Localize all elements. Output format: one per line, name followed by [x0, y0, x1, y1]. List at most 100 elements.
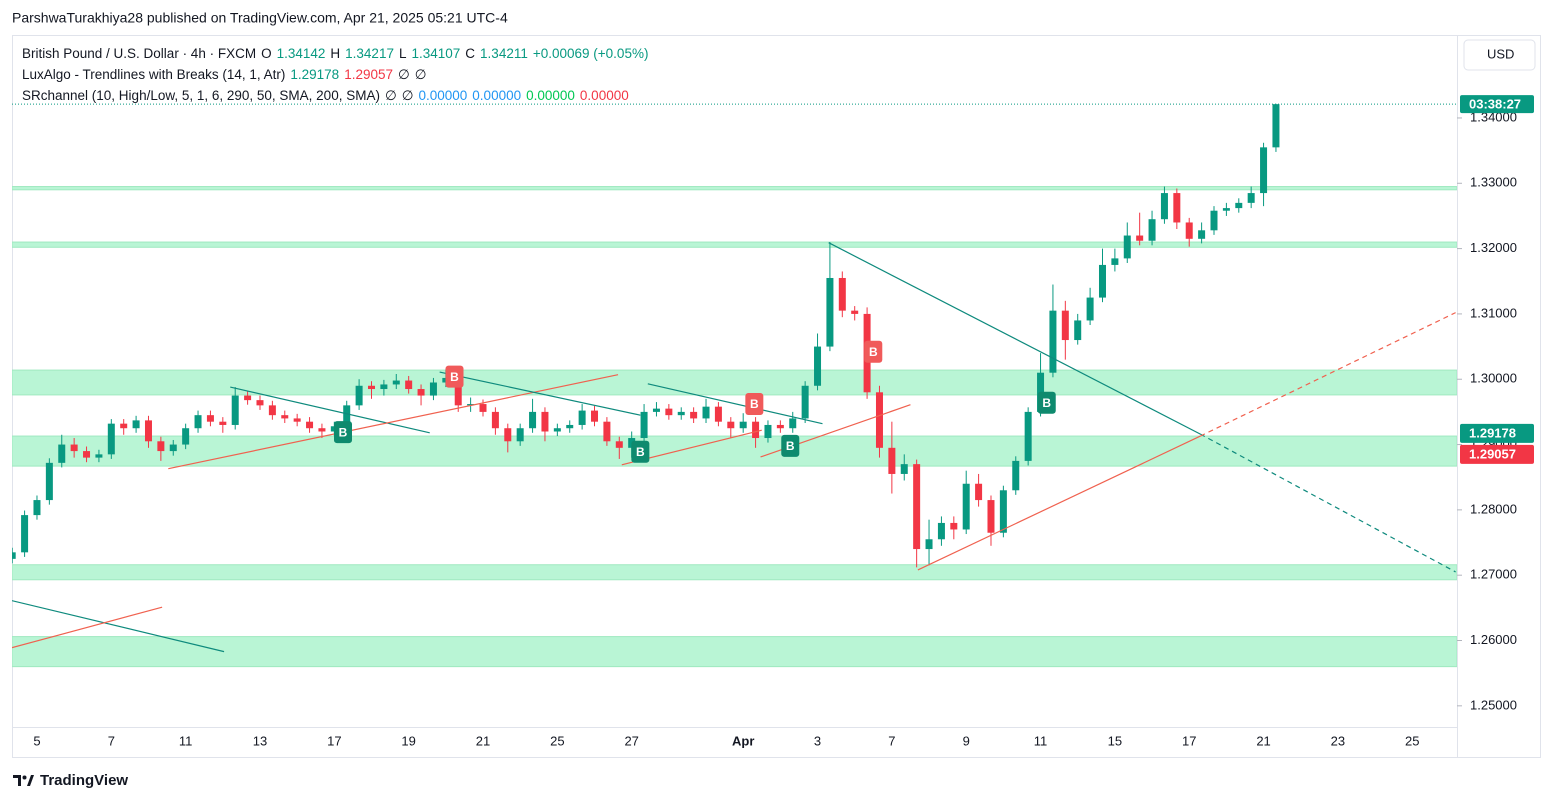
candle-body: [429, 382, 437, 396]
x-tick-label: 15: [1108, 733, 1122, 748]
currency-button[interactable]: [1463, 39, 1536, 71]
candle-body: [281, 415, 289, 419]
legend-item: 1.34211: [480, 46, 528, 61]
trendline: [230, 386, 430, 434]
candle-body: [1222, 208, 1230, 211]
legend-item: SRchannel (10, High/Low, 5, 1, 6, 290, 5…: [22, 88, 380, 103]
break-signal: [631, 440, 650, 463]
legend-row: British Pound / U.S. Dollar · 4h · FXCM O…: [22, 46, 648, 61]
candle-body: [268, 405, 276, 416]
legend-item: 1.29057: [344, 67, 393, 82]
break-signal: [334, 421, 353, 444]
candle-body: [714, 406, 722, 422]
candle-body: [157, 441, 165, 452]
candle-body: [467, 404, 475, 406]
legend-item: L: [399, 46, 407, 61]
publish-header: ParshwaTurakhiya28 published on TradingV…: [12, 10, 508, 26]
candle-body: [1247, 193, 1255, 203]
break-signal-label: B: [1042, 396, 1051, 410]
break-signal-label: B: [339, 425, 348, 439]
x-tick-label: 25: [1405, 733, 1419, 748]
candle-body: [169, 444, 177, 452]
candle-body: [182, 428, 190, 445]
legend-item: ∅: [415, 67, 427, 82]
x-tick-label: Apr: [732, 733, 754, 748]
candle-body: [12, 552, 16, 559]
candle-body: [690, 411, 698, 419]
candle-body: [1074, 320, 1082, 341]
candle-body: [677, 411, 685, 416]
trendline: [12, 600, 225, 653]
candle-body: [975, 483, 983, 501]
legend-item: ∅: [398, 67, 410, 82]
candle-body: [739, 421, 747, 429]
legend-item: 0.00000: [472, 88, 521, 103]
candle-body: [206, 415, 214, 422]
candle-body: [479, 404, 487, 412]
candle-body: [219, 421, 227, 425]
logo: [13, 775, 34, 786]
candle-body: [417, 389, 425, 396]
candle-body: [516, 428, 524, 442]
candle-body: [293, 418, 301, 422]
legend-item: 1.34142: [277, 46, 326, 61]
legend-item: ∅: [402, 88, 414, 103]
y-tick-label: 1.26000: [1470, 632, 1517, 647]
candle-body: [925, 539, 933, 550]
candle-body: [851, 310, 859, 314]
candle-body: [120, 423, 128, 429]
legend-item: +0.00069 (+0.05%): [533, 46, 649, 61]
candle-body: [702, 406, 710, 419]
break-signal: [781, 434, 800, 457]
candle-body: [591, 410, 599, 422]
candle-body: [1136, 235, 1144, 241]
break-signal-label: B: [750, 397, 759, 411]
price-tag-label: 1.29057: [1469, 446, 1516, 461]
candle-body: [900, 464, 908, 474]
candle-body: [1086, 297, 1094, 321]
candle-body: [789, 418, 797, 429]
candle-body: [244, 395, 252, 401]
trendline: [12, 606, 163, 649]
legend-item: 1.29178: [290, 67, 339, 82]
candle-body: [318, 428, 326, 432]
candle-body: [814, 346, 822, 386]
x-tick-label: 17: [1182, 733, 1196, 748]
x-tick-label: 11: [179, 733, 193, 748]
candle-body: [1024, 411, 1032, 461]
candle-body: [194, 415, 202, 429]
candle-body: [652, 408, 660, 412]
trendline: [647, 383, 823, 425]
candle-body: [578, 410, 586, 425]
candle-body: [801, 385, 809, 419]
y-tick-label: 1.33000: [1470, 175, 1517, 190]
countdown-label: 03:38:27: [1469, 97, 1521, 112]
candle-body: [392, 380, 400, 385]
trendline: [828, 242, 1201, 435]
legend-item: 0.00000: [418, 88, 467, 103]
candle-body: [776, 424, 784, 429]
candle-body: [454, 377, 462, 406]
candle-body: [999, 490, 1007, 533]
candle-body: [1173, 193, 1181, 223]
candle-body: [987, 500, 995, 533]
y-tick-label: 1.32000: [1470, 240, 1517, 255]
chart-frame: [12, 35, 1541, 758]
candle-body: [405, 380, 413, 390]
trendline: [1200, 433, 1456, 573]
candle-body: [541, 411, 549, 432]
candle-body: [1123, 235, 1131, 259]
legend-item: O: [261, 46, 272, 61]
candle-body: [107, 423, 115, 455]
candle-body: [950, 522, 958, 530]
break-signal-label: B: [636, 445, 645, 459]
candle-body: [615, 441, 623, 448]
candle-body: [132, 420, 140, 429]
x-tick-label: 7: [108, 733, 115, 748]
candle-body: [231, 395, 239, 425]
legend-row: SRchannel (10, High/Low, 5, 1, 6, 290, 5…: [22, 88, 629, 103]
price-tag-label: 1.29178: [1469, 425, 1516, 440]
candle-body: [888, 447, 896, 474]
candle-body: [367, 385, 375, 390]
